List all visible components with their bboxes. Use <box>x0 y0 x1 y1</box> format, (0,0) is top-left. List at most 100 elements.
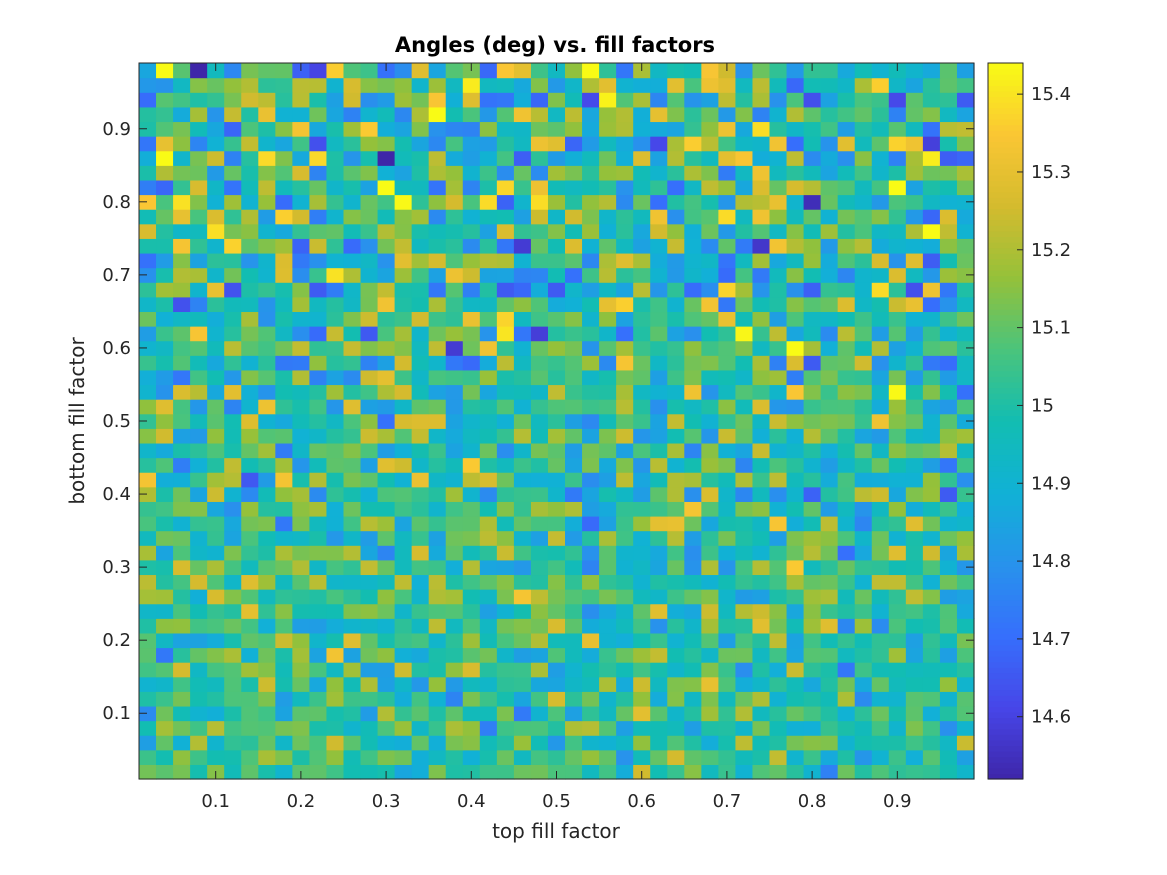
heatmap-cell <box>547 150 566 166</box>
heatmap-cell <box>428 442 447 459</box>
heatmap-cell <box>343 194 362 210</box>
heatmap-cell <box>905 194 924 210</box>
heatmap-cell <box>735 238 754 254</box>
heatmap-cell <box>513 647 532 663</box>
heatmap-cell <box>769 267 788 283</box>
heatmap-cell <box>939 326 958 342</box>
heatmap-cell <box>207 618 225 634</box>
heatmap-cell <box>530 574 549 590</box>
heatmap-cell <box>156 369 174 386</box>
heatmap-cell <box>939 589 958 605</box>
heatmap-cell <box>956 603 975 619</box>
heatmap-cell <box>650 165 668 181</box>
heatmap-cell <box>139 92 157 108</box>
heatmap-cell <box>939 77 958 93</box>
heatmap-cell <box>547 515 566 532</box>
heatmap-cell <box>547 589 566 605</box>
heatmap-cell <box>496 559 515 576</box>
heatmap-cell <box>854 501 873 517</box>
heatmap-cell <box>513 472 532 488</box>
heatmap-cell <box>650 179 668 196</box>
heatmap-cell <box>207 428 225 444</box>
heatmap-cell <box>956 326 975 342</box>
y-tick-label: 0.5 <box>102 411 131 432</box>
heatmap-cell <box>513 735 532 751</box>
heatmap-cell <box>650 691 668 707</box>
heatmap-cell <box>905 559 924 576</box>
heatmap-cell <box>905 296 924 313</box>
colorbar-swatch <box>988 68 1023 75</box>
heatmap-cell <box>275 282 293 298</box>
heatmap-cell <box>479 252 498 269</box>
heatmap-cell <box>428 252 447 269</box>
heatmap-cell <box>258 238 276 254</box>
heatmap-cell <box>309 165 328 181</box>
heatmap-cell <box>207 267 225 283</box>
heatmap-cell <box>684 764 702 780</box>
heatmap-cell <box>718 369 737 386</box>
heatmap-cell <box>565 589 583 605</box>
heatmap-cell <box>616 340 634 356</box>
heatmap-cell <box>377 267 396 283</box>
heatmap-cell <box>565 355 583 371</box>
heatmap-cell <box>377 77 396 93</box>
heatmap-cell <box>173 428 191 444</box>
heatmap-cell <box>224 223 242 239</box>
heatmap-cell <box>513 369 532 386</box>
heatmap-cell <box>360 632 379 649</box>
heatmap-cell <box>582 735 600 751</box>
heatmap-cell <box>496 209 515 225</box>
y-tick-label: 0.2 <box>102 630 131 651</box>
heatmap-cell <box>224 136 242 152</box>
heatmap-cell <box>343 326 362 342</box>
heatmap-cell <box>956 735 975 751</box>
heatmap-cell <box>326 618 345 634</box>
heatmap-cell <box>173 121 191 137</box>
heatmap-cell <box>667 384 685 400</box>
heatmap-cell <box>667 559 685 576</box>
heatmap-cell <box>326 63 345 79</box>
heatmap-cell <box>684 77 702 93</box>
heatmap-cell <box>513 194 532 210</box>
heatmap-cell <box>752 106 771 123</box>
heatmap-cell <box>701 267 719 283</box>
heatmap-cell <box>547 136 566 152</box>
heatmap-cell <box>599 705 617 722</box>
heatmap-cell <box>582 252 600 269</box>
heatmap-cell <box>820 369 839 386</box>
heatmap-cell <box>411 676 430 692</box>
heatmap-cell <box>871 705 890 722</box>
heatmap-cell <box>803 340 822 356</box>
heatmap-cell <box>292 165 311 181</box>
heatmap-cell <box>394 77 413 93</box>
heatmap-cell <box>292 296 311 313</box>
heatmap-cell <box>871 457 890 473</box>
heatmap-cell <box>718 194 737 210</box>
heatmap-cell <box>394 501 413 517</box>
heatmap-cell <box>939 413 958 429</box>
heatmap-cell <box>173 136 191 152</box>
heatmap-cell <box>786 515 805 532</box>
heatmap-cell <box>258 63 276 79</box>
heatmap-cell <box>428 413 447 429</box>
heatmap-cell <box>922 764 941 780</box>
heatmap-cell <box>854 238 873 254</box>
heatmap-cell <box>701 165 719 181</box>
heatmap-cell <box>837 121 856 137</box>
heatmap-cell <box>667 676 685 692</box>
heatmap-cell <box>224 77 242 93</box>
heatmap-cell <box>241 267 259 283</box>
heatmap-cell <box>599 764 617 780</box>
heatmap-cell <box>565 399 583 415</box>
colorbar-swatch <box>988 510 1023 517</box>
heatmap-cell <box>360 92 379 108</box>
heatmap-cell <box>922 662 941 678</box>
heatmap-cell <box>173 632 191 649</box>
heatmap-cell <box>394 647 413 663</box>
heatmap-cell <box>735 676 754 692</box>
heatmap-cell <box>190 647 208 663</box>
heatmap-cell <box>326 705 345 722</box>
heatmap-cell <box>275 545 293 561</box>
heatmap-cell <box>496 647 515 663</box>
